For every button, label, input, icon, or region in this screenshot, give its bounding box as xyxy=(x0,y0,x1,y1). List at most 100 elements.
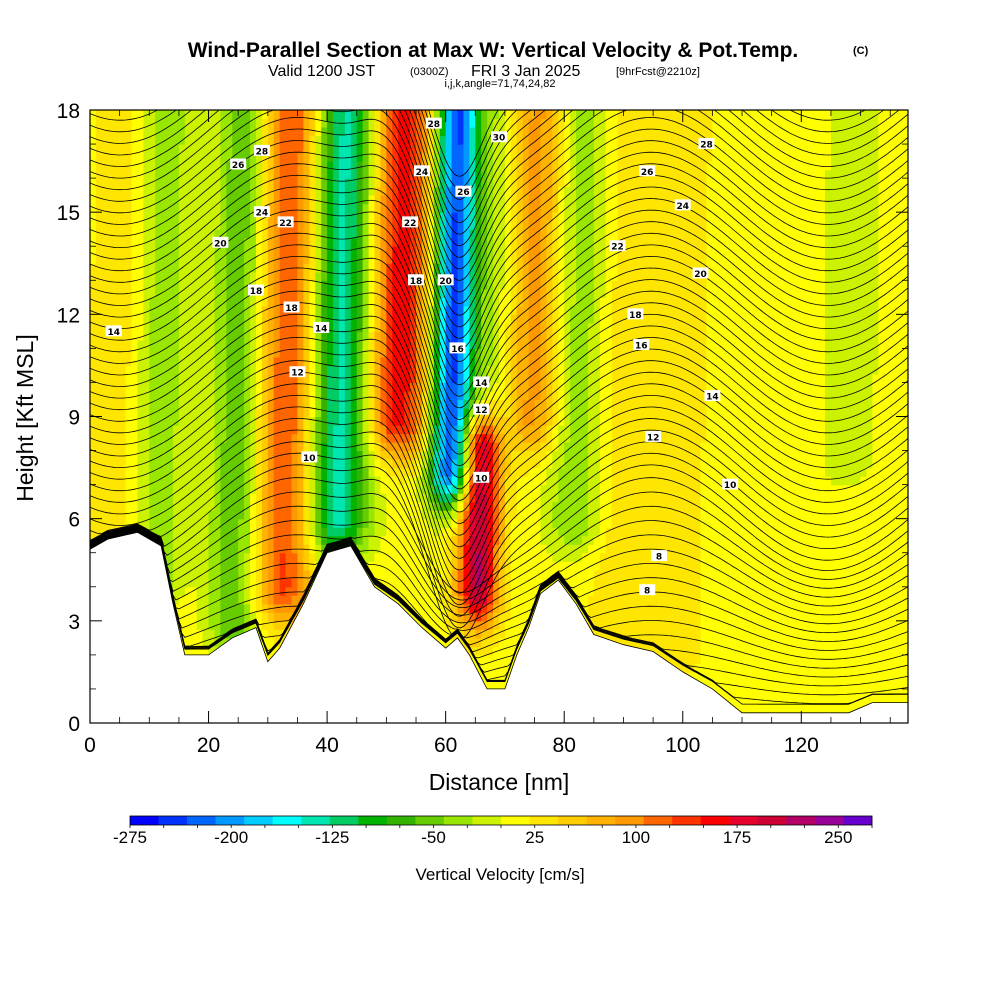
velocity-cell xyxy=(267,544,275,554)
velocity-cell xyxy=(309,356,316,367)
velocity-cell xyxy=(315,331,322,341)
velocity-cell xyxy=(220,212,227,222)
velocity-cell xyxy=(238,152,245,162)
velocity-cell xyxy=(208,407,216,418)
velocity-cell xyxy=(469,161,476,171)
velocity-cell xyxy=(244,212,251,222)
velocity-cell xyxy=(238,229,245,239)
velocity-cell xyxy=(374,390,382,401)
velocity-cell xyxy=(167,127,174,137)
velocity-cell xyxy=(421,569,429,579)
velocity-cell xyxy=(255,348,263,358)
velocity-cell xyxy=(226,501,233,511)
velocity-cell xyxy=(172,518,180,528)
velocity-cell xyxy=(196,416,204,426)
velocity-cell xyxy=(321,152,328,162)
velocity-cell xyxy=(155,407,162,418)
velocity-cell xyxy=(463,195,470,205)
velocity-cell xyxy=(178,297,186,307)
velocity-cell xyxy=(261,578,269,588)
velocity-cell xyxy=(261,501,269,511)
velocity-cell xyxy=(481,331,488,341)
velocity-cell xyxy=(172,450,180,460)
velocity-cell xyxy=(267,450,275,460)
velocity-cell xyxy=(410,476,417,486)
velocity-cell xyxy=(220,161,227,171)
velocity-cell xyxy=(380,339,387,349)
velocity-cell xyxy=(250,263,257,273)
velocity-cell xyxy=(273,322,281,332)
velocity-cell xyxy=(232,459,239,469)
velocity-cell xyxy=(137,271,144,281)
velocity-cell xyxy=(161,271,168,281)
velocity-cell xyxy=(208,390,216,401)
velocity-cell xyxy=(202,646,210,656)
velocity-cell xyxy=(220,288,227,298)
velocity-cell xyxy=(208,467,216,477)
velocity-cell xyxy=(315,271,322,281)
velocity-cell xyxy=(327,510,334,520)
velocity-cell xyxy=(380,229,387,239)
velocity-cell xyxy=(196,314,204,324)
velocity-cell xyxy=(344,254,352,264)
velocity-cell xyxy=(261,135,269,145)
velocity-cell xyxy=(238,586,245,596)
velocity-cell xyxy=(90,118,97,128)
velocity-cell xyxy=(226,305,233,315)
velocity-cell xyxy=(232,135,239,145)
velocity-cell xyxy=(493,186,500,196)
velocity-cell xyxy=(309,212,316,222)
velocity-cell xyxy=(475,263,482,273)
velocity-cell xyxy=(297,339,304,349)
velocity-cell xyxy=(107,212,115,222)
velocity-cell xyxy=(344,399,352,409)
velocity-cell xyxy=(338,484,346,494)
velocity-cell xyxy=(250,110,257,120)
velocity-cell xyxy=(368,331,376,341)
velocity-cell xyxy=(297,425,304,435)
velocity-cell xyxy=(214,186,222,196)
velocity-cell xyxy=(433,127,441,137)
velocity-cell xyxy=(350,416,358,426)
velocity-cell xyxy=(333,331,340,341)
velocity-cell xyxy=(469,322,476,332)
velocity-cell xyxy=(481,390,488,401)
velocity-cell xyxy=(232,603,239,613)
velocity-cell xyxy=(95,288,103,298)
velocity-cell xyxy=(362,382,370,392)
velocity-cell xyxy=(208,356,216,367)
velocity-cell xyxy=(398,297,405,307)
velocity-cell xyxy=(416,356,423,367)
velocity-cell xyxy=(190,382,198,392)
velocity-cell xyxy=(125,178,133,188)
velocity-cell xyxy=(202,518,210,528)
velocity-cell xyxy=(338,271,346,281)
velocity-cell xyxy=(220,110,227,120)
velocity-cell xyxy=(279,373,287,384)
velocity-cell xyxy=(374,220,382,230)
velocity-cell xyxy=(386,527,393,537)
velocity-cell xyxy=(220,144,227,154)
velocity-cell xyxy=(309,544,316,554)
velocity-cell xyxy=(244,169,251,179)
velocity-cell xyxy=(350,365,358,375)
velocity-cell xyxy=(344,348,352,358)
velocity-cell xyxy=(167,254,174,264)
velocity-cell xyxy=(143,450,150,460)
velocity-cell xyxy=(107,476,115,486)
velocity-cell xyxy=(463,390,470,401)
velocity-cell xyxy=(487,510,494,520)
velocity-cell xyxy=(107,407,115,418)
velocity-cell xyxy=(439,169,447,179)
velocity-cell xyxy=(374,569,382,579)
velocity-cell xyxy=(386,518,393,528)
velocity-cell xyxy=(232,450,239,460)
velocity-cell xyxy=(214,544,222,554)
velocity-cell xyxy=(410,586,417,596)
velocity-cell xyxy=(202,425,210,435)
velocity-cell xyxy=(137,356,144,367)
velocity-cell xyxy=(202,459,210,469)
velocity-cell xyxy=(226,544,233,554)
velocity-cell xyxy=(427,203,435,213)
velocity-cell xyxy=(101,118,109,128)
